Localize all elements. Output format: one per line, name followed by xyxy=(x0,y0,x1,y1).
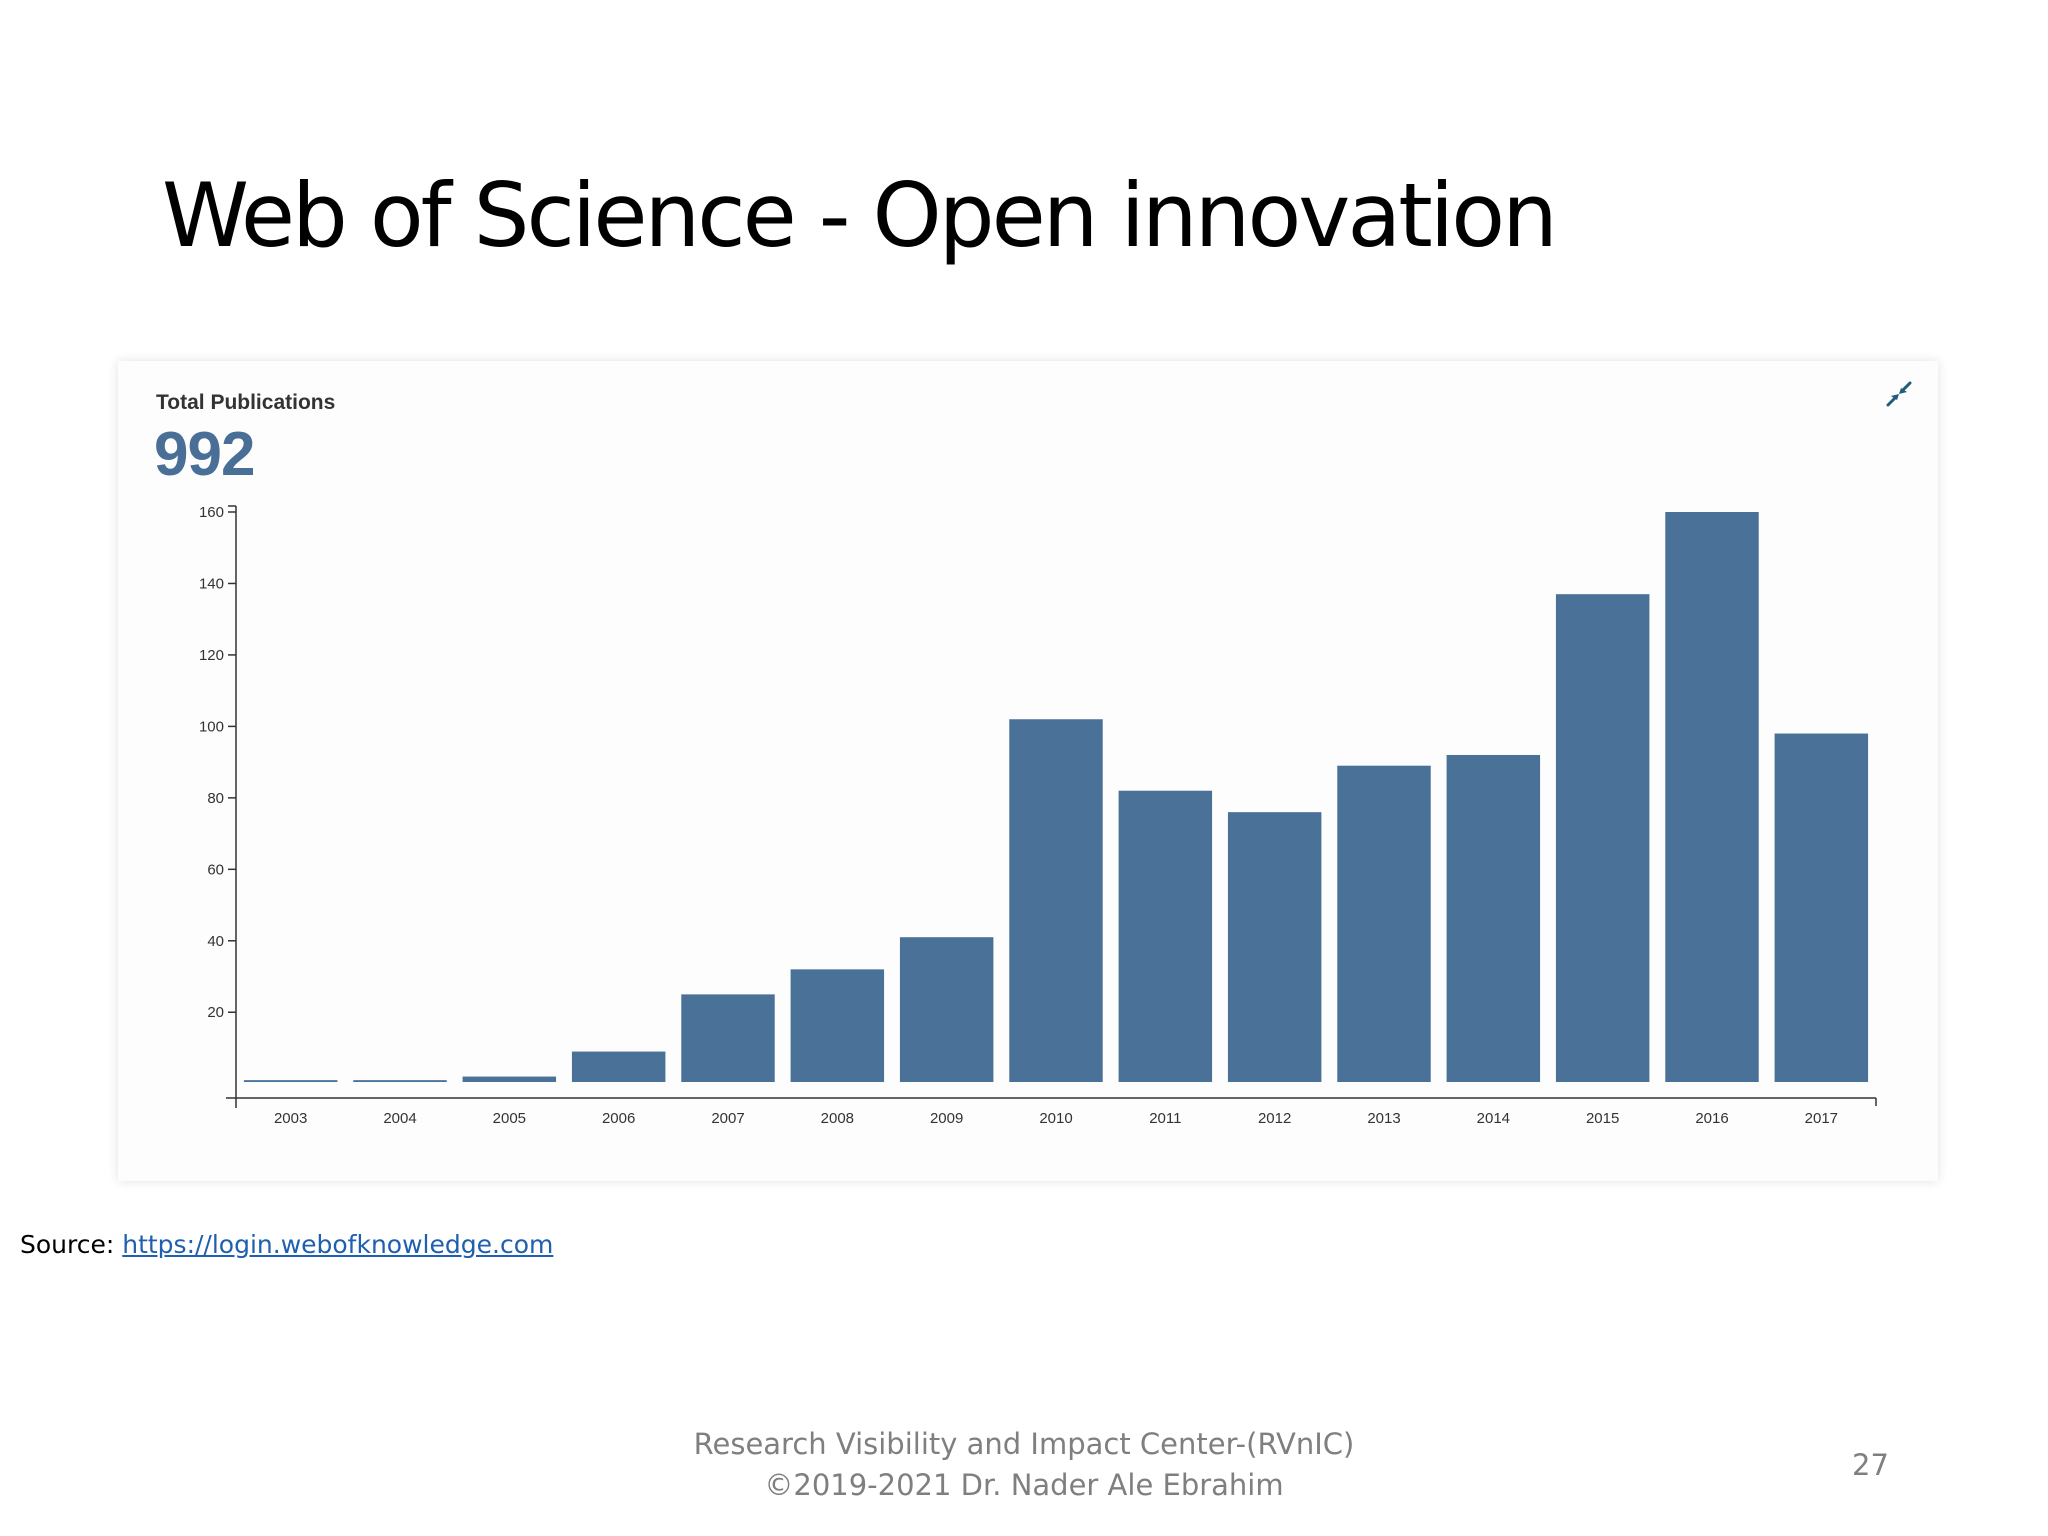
x-tick-label: 2014 xyxy=(1477,1110,1510,1127)
bar xyxy=(571,1051,666,1082)
y-tick-label: 40 xyxy=(207,933,224,950)
x-tick-label: 2008 xyxy=(821,1110,854,1127)
collapse-arrows-icon xyxy=(1886,381,1912,407)
x-tick-label: 2012 xyxy=(1258,1110,1291,1127)
bar xyxy=(1774,733,1869,1082)
x-tick-label: 2005 xyxy=(493,1110,526,1127)
y-tick-label: 140 xyxy=(199,575,224,592)
x-tick-label: 2016 xyxy=(1695,1110,1728,1127)
bar xyxy=(899,937,994,1082)
y-tick-label: 100 xyxy=(199,718,224,735)
x-tick-label: 2003 xyxy=(274,1110,307,1127)
chart-card: Total Publications 992 20 40 60 80 100 120 140… xyxy=(118,361,1938,1181)
bar xyxy=(1227,812,1322,1082)
slide-title: Web of Science - Open innovation xyxy=(162,164,1558,267)
y-tick-label: 20 xyxy=(207,1004,224,1021)
x-tick-label: 2009 xyxy=(930,1110,963,1127)
x-tick-label: 2011 xyxy=(1149,1110,1181,1127)
bar xyxy=(1337,765,1431,1082)
bar xyxy=(790,969,885,1082)
footer-organization: Research Visibility and Impact Center-(R… xyxy=(693,1427,1355,1461)
bar xyxy=(462,1076,557,1082)
source-line: Source: https://login.webofknowledge.com xyxy=(20,1230,553,1259)
x-tick-label: 2015 xyxy=(1586,1110,1619,1127)
footer-copyright: ©2019-2021 Dr. Nader Ale Ebrahim xyxy=(764,1468,1284,1502)
y-tick-label: 80 xyxy=(207,790,224,807)
x-tick-label: 2013 xyxy=(1367,1110,1400,1127)
y-tick-label: 60 xyxy=(207,861,224,878)
bar xyxy=(1118,790,1213,1082)
collapse-button[interactable] xyxy=(1884,379,1914,409)
bar xyxy=(1665,512,1759,1082)
x-tick-label: 2004 xyxy=(383,1110,416,1127)
x-tick-label: 2006 xyxy=(602,1110,635,1127)
total-publications-value: 992 xyxy=(154,420,255,489)
x-tick-label: 2010 xyxy=(1039,1110,1072,1127)
x-tick-label: 2007 xyxy=(711,1110,744,1127)
y-tick-label: 160 xyxy=(199,504,224,521)
card-heading: Total Publications xyxy=(156,391,336,414)
bar xyxy=(353,1080,447,1082)
bar xyxy=(681,994,775,1082)
bar xyxy=(1009,719,1103,1082)
bar xyxy=(1555,594,1650,1082)
x-tick-label: 2017 xyxy=(1805,1110,1838,1127)
page-number: 27 xyxy=(1852,1448,1889,1482)
y-tick-label: 120 xyxy=(199,647,224,664)
source-link[interactable]: https://login.webofknowledge.com xyxy=(122,1230,554,1259)
bar xyxy=(1446,754,1541,1082)
bar xyxy=(243,1080,338,1082)
source-label: Source: xyxy=(20,1230,123,1259)
publications-bar-chart: 20 40 60 80 100 120 140 160 2003 2004 2005 2006 2007… xyxy=(199,504,1877,1127)
